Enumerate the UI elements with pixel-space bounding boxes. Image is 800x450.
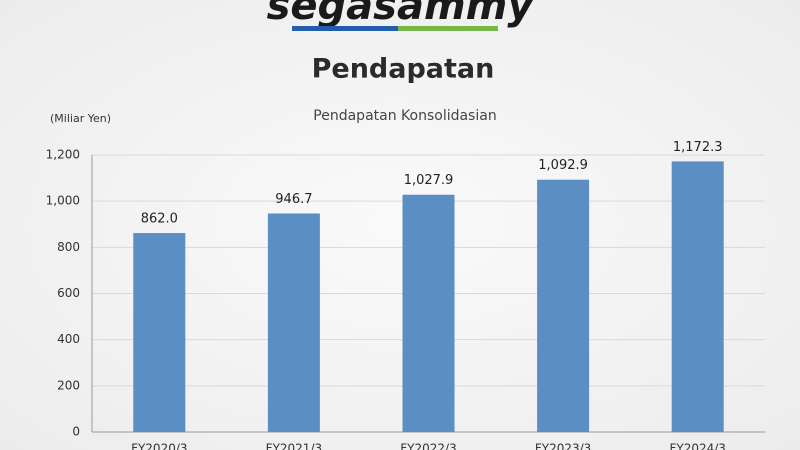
bar xyxy=(402,194,455,432)
value-label: 1,027.9 xyxy=(404,173,454,188)
value-label: 946.7 xyxy=(275,192,312,207)
bar xyxy=(537,179,590,432)
x-tick-label: FY2024/3 xyxy=(669,442,725,450)
bar xyxy=(671,161,724,432)
chart-title: Pendapatan xyxy=(312,54,495,85)
value-label: 1,172.3 xyxy=(673,140,723,155)
y-tick-label: 0 xyxy=(72,425,80,439)
y-tick-label: 1,200 xyxy=(46,148,80,162)
x-tick-label: FY2020/3 xyxy=(131,442,187,450)
logo: segasammy xyxy=(267,0,536,29)
bar xyxy=(267,213,320,432)
value-label: 862.0 xyxy=(141,212,178,227)
y-tick-label: 800 xyxy=(57,240,80,254)
logo-bar-blue xyxy=(292,26,398,31)
chart-subtitle: Pendapatan Konsolidasian xyxy=(313,108,496,124)
value-label: 1,092.9 xyxy=(538,158,588,173)
y-tick-label: 200 xyxy=(57,378,80,392)
x-tick-label: FY2022/3 xyxy=(400,442,456,450)
y-tick-label: 400 xyxy=(57,332,80,346)
y-tick-label: 600 xyxy=(57,286,80,300)
y-tick-label: 1,000 xyxy=(46,194,80,208)
y-axis-label: (Miliar Yen) xyxy=(50,112,111,125)
logo-bar-green xyxy=(398,26,498,31)
x-tick-label: FY2023/3 xyxy=(535,442,591,450)
x-tick-label: FY2021/3 xyxy=(266,442,322,450)
bar xyxy=(133,233,186,432)
